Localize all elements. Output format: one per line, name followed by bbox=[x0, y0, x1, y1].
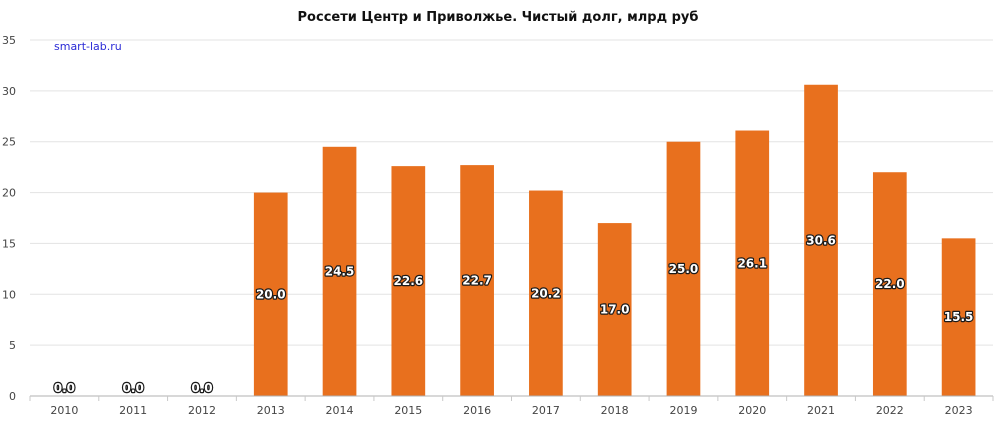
x-tick-label-2013: 2013 bbox=[257, 404, 285, 417]
chart-title: Россети Центр и Приволжье. Чистый долг, … bbox=[298, 10, 699, 25]
x-tick-label-2010: 2010 bbox=[50, 404, 78, 417]
watermark: smart-lab.ru bbox=[54, 40, 122, 53]
x-tick-label-2021: 2021 bbox=[807, 404, 835, 417]
bar-2013 bbox=[253, 192, 288, 396]
bar-2016 bbox=[460, 165, 494, 396]
bar-2014 bbox=[322, 146, 357, 396]
bar-2022 bbox=[872, 172, 907, 396]
x-tick-label-2023: 2023 bbox=[945, 404, 973, 417]
x-axis-ticks: 2010 2011 2012 2013 2014 2015 2016 2017 2018 2019… bbox=[29, 396, 994, 417]
bars bbox=[253, 84, 976, 397]
bar-2023 bbox=[941, 238, 976, 396]
data-label-2010: 0.0 bbox=[54, 381, 75, 395]
data-label-2013: 20.0 bbox=[256, 287, 286, 301]
y-tick-label: 5 bbox=[9, 339, 16, 352]
x-tick-label-2022: 2022 bbox=[876, 404, 904, 417]
bar-2020 bbox=[735, 130, 770, 397]
data-label-2012: 0.0 bbox=[191, 381, 212, 395]
x-tick-label-2017: 2017 bbox=[532, 404, 560, 417]
bar-2015 bbox=[391, 166, 426, 396]
x-tick-label-2012: 2012 bbox=[188, 404, 216, 417]
x-tick-label-2014: 2014 bbox=[326, 404, 354, 417]
y-axis-ticks: 0 5 10 15 20 25 30 35 bbox=[2, 34, 16, 403]
gridlines bbox=[30, 39, 993, 346]
data-label-2017: 20.2 bbox=[531, 286, 561, 300]
data-label-2014: 24.5 bbox=[325, 264, 355, 278]
x-tick-label-2020: 2020 bbox=[738, 404, 766, 417]
y-tick-label: 35 bbox=[2, 34, 16, 47]
y-tick-label: 0 bbox=[9, 390, 16, 403]
data-label-2020: 26.1 bbox=[737, 256, 767, 270]
y-tick-label: 20 bbox=[2, 187, 16, 200]
data-label-2019: 25.0 bbox=[669, 262, 699, 276]
data-label-2023: 15.5 bbox=[944, 310, 974, 324]
y-tick-label: 10 bbox=[2, 288, 16, 301]
x-tick-label-2019: 2019 bbox=[669, 404, 697, 417]
x-tick-label-2011: 2011 bbox=[119, 404, 147, 417]
y-tick-label: 15 bbox=[2, 237, 16, 250]
bar-2019 bbox=[666, 141, 701, 396]
data-label-2011: 0.0 bbox=[123, 381, 144, 395]
y-tick-label: 30 bbox=[2, 85, 16, 98]
x-tick-label-2018: 2018 bbox=[601, 404, 629, 417]
data-label-2018: 17.0 bbox=[600, 303, 630, 317]
x-tick-label-2016: 2016 bbox=[463, 404, 491, 417]
bar-2021 bbox=[804, 84, 838, 397]
data-label-2021: 30.6 bbox=[806, 233, 836, 247]
data-labels: 0.0 0.0 0.0 20.0 24.5 22.6 22.7 20.2 17.0 25.0 26.… bbox=[53, 232, 975, 396]
data-label-2016: 22.7 bbox=[462, 274, 492, 288]
x-tick-label-2015: 2015 bbox=[394, 404, 422, 417]
y-tick-label: 25 bbox=[2, 136, 16, 149]
bar-2018 bbox=[597, 223, 632, 396]
data-label-2015: 22.6 bbox=[394, 274, 424, 288]
data-label-2022: 22.0 bbox=[875, 277, 905, 291]
bar-2017 bbox=[529, 190, 563, 396]
